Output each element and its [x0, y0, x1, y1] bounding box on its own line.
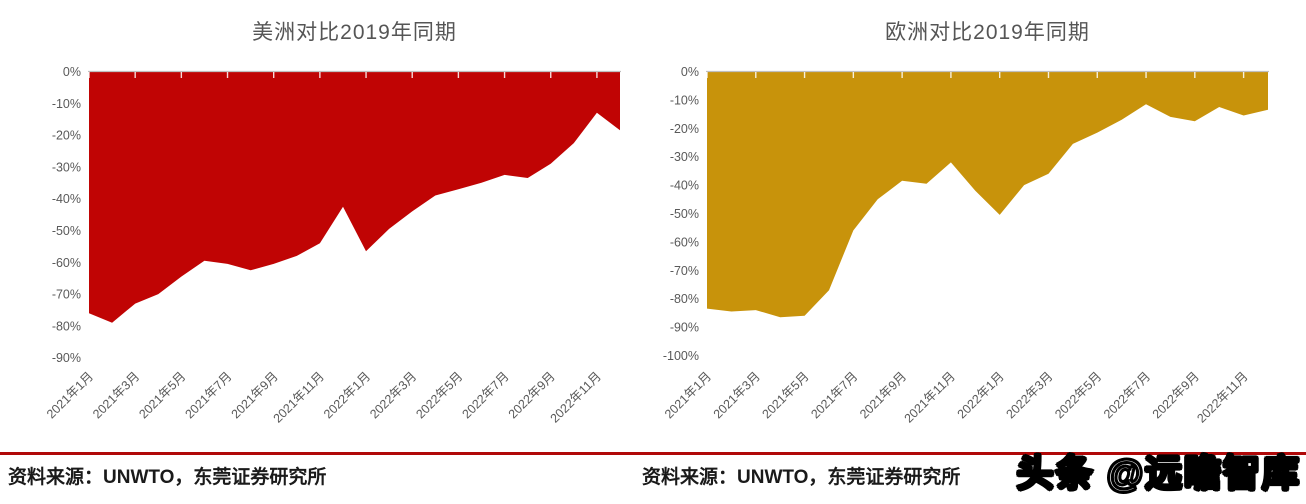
x-tick-label: 2021年3月	[90, 369, 142, 421]
x-tick-label: 2021年1月	[662, 369, 714, 421]
americas-chart-title: 美洲对比2019年同期	[252, 21, 457, 44]
x-tick-label: 2021年7月	[182, 369, 234, 421]
y-tick-label: 0%	[681, 65, 699, 79]
y-tick-label: -100%	[663, 349, 699, 363]
watermark-toutiao: 头条 @远瞻智库	[1016, 452, 1301, 495]
source-note-right: 资料来源：UNWTO，东莞证券研究所	[642, 467, 961, 488]
x-tick-label: 2022年1月	[955, 369, 1007, 421]
y-tick-label: -40%	[670, 179, 699, 193]
y-tick-label: -90%	[52, 351, 81, 365]
y-tick-label: -20%	[52, 129, 81, 143]
x-tick-label: 2022年11月	[1194, 369, 1250, 425]
x-tick-label: 2022年1月	[321, 369, 373, 421]
americas-area-chart: 0% -10% -20% -30% -40% -50% -60% -70% -80% -90% 20…	[44, 65, 621, 426]
y-tick-label: -90%	[670, 321, 699, 335]
x-tick-label: 2022年3月	[1003, 369, 1055, 421]
x-tick-label: 2022年5月	[1052, 369, 1104, 421]
y-tick-label: -20%	[670, 122, 699, 136]
y-tick-label: -80%	[52, 319, 81, 333]
x-tick-label: 2022年7月	[460, 369, 512, 421]
y-tick-label: -10%	[52, 97, 81, 111]
y-tick-label: -40%	[52, 192, 81, 206]
footer-divider-line	[0, 452, 1306, 455]
x-tick-label: 2022年7月	[1101, 369, 1153, 421]
x-tick-label: 2022年3月	[367, 369, 419, 421]
europe-chart-title: 欧洲对比2019年同期	[885, 21, 1090, 44]
y-tick-label: 0%	[63, 65, 81, 79]
europe-area-chart: 0% -10% -20% -30% -40% -50% -60% -70% -80% -90% -1…	[662, 65, 1269, 426]
y-tick-label: -50%	[670, 207, 699, 221]
x-tick-label: 2022年5月	[413, 369, 465, 421]
area-series	[89, 71, 620, 323]
y-tick-label: -30%	[52, 160, 81, 174]
y-tick-label: -70%	[52, 288, 81, 302]
x-tick-label: 2021年5月	[136, 369, 188, 421]
y-tick-label: -60%	[52, 256, 81, 270]
x-tick-label: 2021年3月	[711, 369, 763, 421]
area-series	[707, 71, 1268, 318]
y-tick-label: -70%	[670, 264, 699, 278]
x-tick-label: 2022年9月	[1150, 369, 1202, 421]
y-tick-label: -50%	[52, 224, 81, 238]
source-note-left: 资料来源：UNWTO，东莞证券研究所	[8, 467, 327, 488]
x-tick-label: 2021年9月	[857, 369, 909, 421]
y-tick-label: -10%	[670, 93, 699, 107]
y-tick-label: -80%	[670, 292, 699, 306]
x-tick-label: 2021年11月	[902, 369, 958, 425]
y-tick-label: -60%	[670, 235, 699, 249]
y-tick-label: -30%	[670, 150, 699, 164]
x-tick-label: 2021年7月	[808, 369, 860, 421]
x-tick-label: 2021年5月	[760, 369, 812, 421]
x-tick-label: 2021年1月	[44, 369, 96, 421]
